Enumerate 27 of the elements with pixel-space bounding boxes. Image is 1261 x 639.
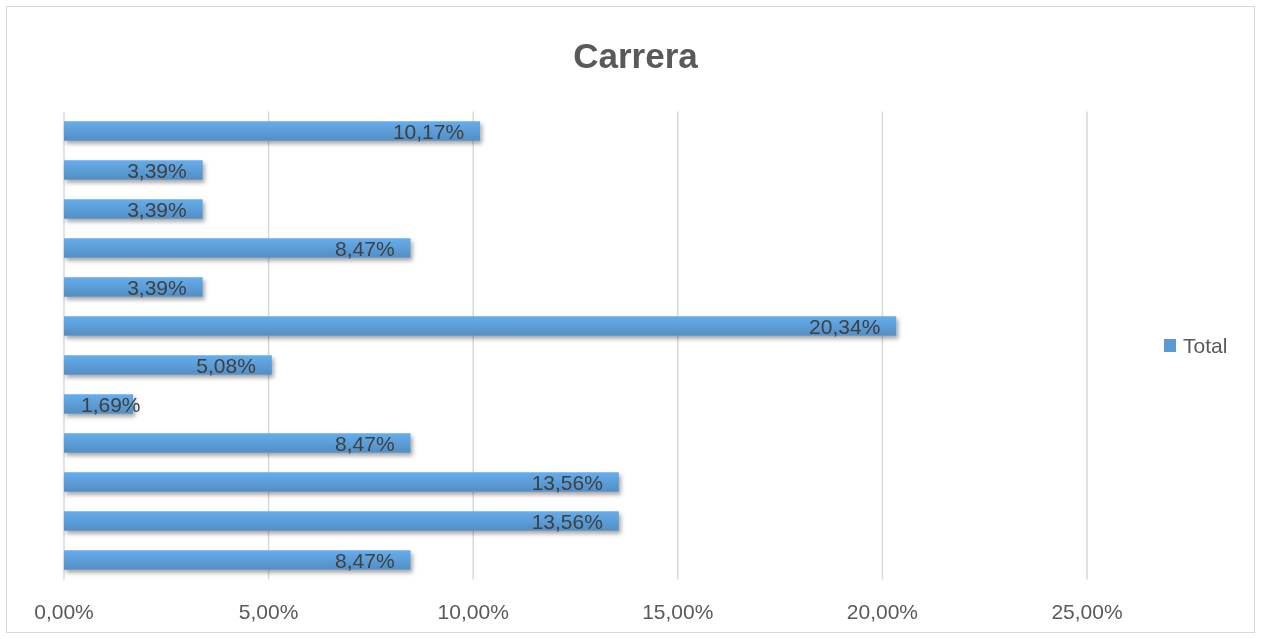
- x-tick-label: 0,00%: [34, 599, 94, 623]
- data-label: 20,34%: [809, 314, 881, 338]
- bar: [64, 433, 411, 453]
- x-tick-label: 20,00%: [846, 599, 919, 623]
- data-label: 8,47%: [335, 431, 395, 455]
- x-tick-label: 5,00%: [238, 599, 299, 623]
- x-tick-label: 25,00%: [1051, 599, 1123, 623]
- bar: [64, 355, 272, 375]
- data-label: 13,56%: [531, 470, 603, 494]
- bar: [64, 316, 897, 336]
- data-label: 3,39%: [127, 158, 187, 182]
- x-tick-label: 15,00%: [642, 599, 714, 623]
- data-label: 13,56%: [531, 509, 603, 533]
- bar: [64, 121, 481, 141]
- data-label: 8,47%: [335, 548, 395, 572]
- bar: [64, 472, 619, 492]
- legend-label: Total: [1183, 334, 1228, 357]
- data-label: 5,08%: [196, 353, 256, 377]
- bar: [64, 511, 619, 531]
- chart-title: Carrera: [573, 35, 699, 75]
- data-label: 3,39%: [127, 197, 187, 221]
- data-label: 3,39%: [127, 275, 187, 299]
- bar: [64, 238, 411, 258]
- data-label: 8,47%: [335, 236, 395, 260]
- x-tick-label: 10,00%: [437, 599, 509, 623]
- bar: [64, 550, 411, 570]
- data-label: 10,17%: [392, 119, 465, 143]
